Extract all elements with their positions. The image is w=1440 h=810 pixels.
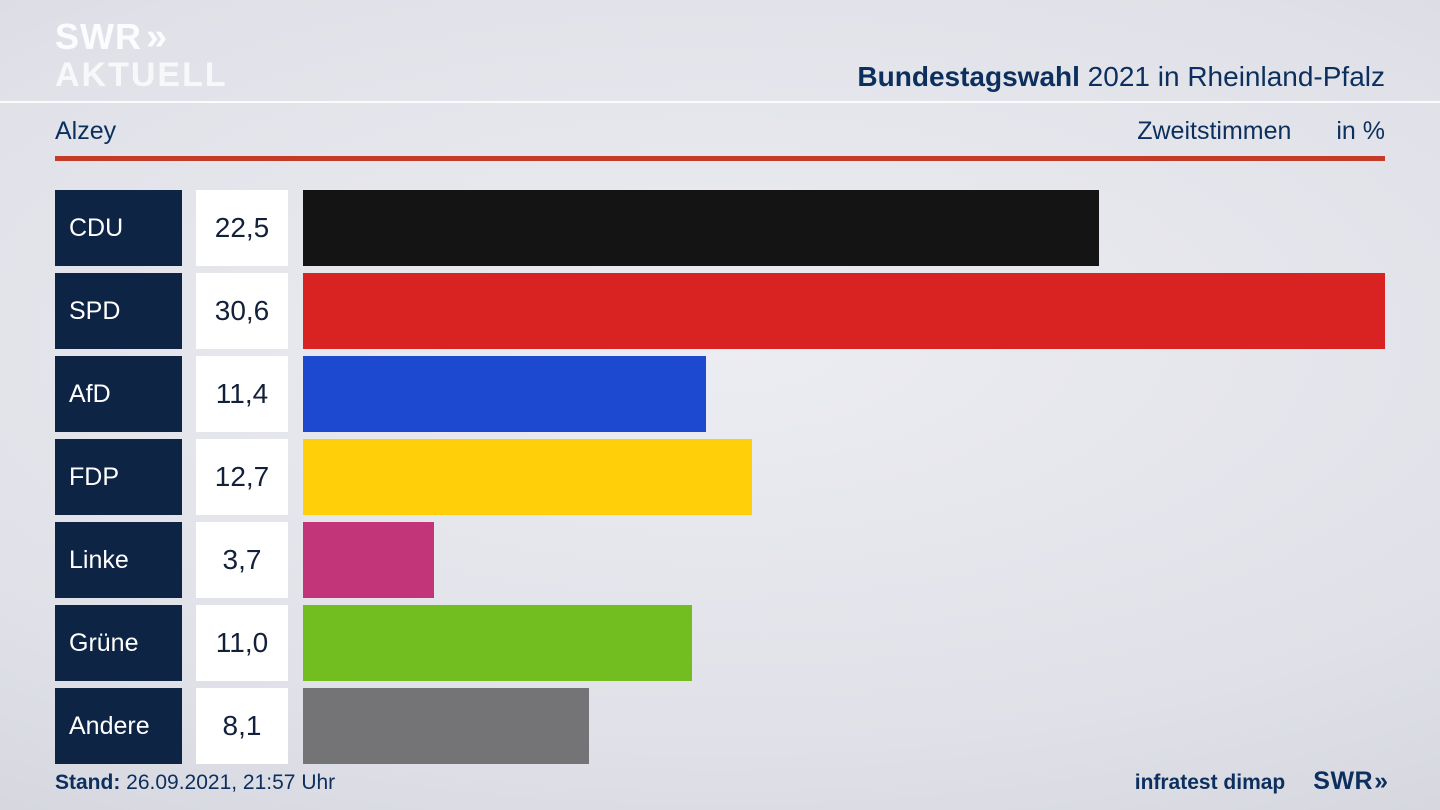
page-title-rest: 2021 in Rheinland-Pfalz [1079, 61, 1385, 92]
party-label-box: Linke [55, 522, 182, 598]
vote-type-label: Zweitstimmen [1137, 117, 1292, 145]
chart-row: Grüne 11,0 [55, 605, 1385, 681]
chart-rows: CDU 22,5 SPD 30,6 AfD 11,4 FDP 12,7 Linke 3,7 Grün… [55, 190, 1385, 764]
party-label: CDU [69, 213, 124, 242]
logo-chevrons-icon: » [146, 16, 167, 58]
party-label: Andere [69, 711, 150, 740]
party-label-box: Grüne [55, 605, 182, 681]
page-title: Bundestagswahl 2021 in Rheinland-Pfalz [857, 61, 1385, 103]
unit-label: in % [1336, 117, 1385, 145]
party-label: Grüne [69, 628, 139, 657]
page-title-bold: Bundestagswahl [857, 61, 1080, 92]
value-label: 30,6 [214, 295, 270, 326]
logo-aktuell-text: AKTUELL [55, 56, 228, 94]
value-label: 12,7 [214, 461, 270, 492]
party-label-box: Andere [55, 688, 182, 764]
value-box: 22,5 [196, 190, 288, 266]
bar [303, 356, 707, 432]
accent-rule [55, 156, 1385, 161]
bar-area [303, 605, 1385, 681]
value-label: 3,7 [222, 544, 262, 575]
chart-row: Linke 3,7 [55, 522, 1385, 598]
party-label: SPD [69, 296, 121, 325]
bar-area [303, 190, 1385, 266]
bar-chart: CDU 22,5 SPD 30,6 AfD 11,4 FDP 12,7 Linke 3,7 Grün… [55, 190, 1385, 764]
footer: Stand: 26.09.2021, 21:57 Uhr infratest d… [55, 767, 1388, 796]
bar-area [303, 356, 1385, 432]
timestamp: Stand: 26.09.2021, 21:57 Uhr [55, 771, 335, 795]
party-label-box: FDP [55, 439, 182, 515]
bar [303, 190, 1099, 266]
bar [303, 273, 1385, 349]
bar-area [303, 522, 1385, 598]
party-label-box: CDU [55, 190, 182, 266]
header-divider [0, 101, 1440, 103]
swr-footer-chevrons-icon: » [1374, 767, 1388, 795]
chart-row: AfD 11,4 [55, 356, 1385, 432]
stand-value: 26.09.2021, 21:57 Uhr [120, 771, 336, 794]
value-box: 11,0 [196, 605, 288, 681]
value-box: 12,7 [196, 439, 288, 515]
subheader: Alzey Zweitstimmen in % [55, 103, 1385, 156]
chart-row: Andere 8,1 [55, 688, 1385, 764]
bar-area [303, 439, 1385, 515]
value-box: 11,4 [196, 356, 288, 432]
stand-label: Stand: [55, 771, 121, 794]
value-box: 3,7 [196, 522, 288, 598]
value-label: 8,1 [222, 710, 262, 741]
logo-swr-line: SWR » [55, 18, 228, 56]
chart-row: CDU 22,5 [55, 190, 1385, 266]
bar [303, 605, 692, 681]
value-box: 30,6 [196, 273, 288, 349]
value-label: 22,5 [214, 212, 270, 243]
bar [303, 439, 753, 515]
bar [303, 688, 590, 764]
bar [303, 522, 434, 598]
header: SWR » AKTUELL Bundestagswahl 2021 in Rhe… [0, 0, 1440, 103]
location-label: Alzey [55, 117, 117, 145]
value-label: 11,4 [215, 378, 269, 409]
chart-row: SPD 30,6 [55, 273, 1385, 349]
swr-aktuell-logo: SWR » AKTUELL [55, 0, 228, 92]
chart-row: FDP 12,7 [55, 439, 1385, 515]
swr-footer-logo: SWR» [1313, 767, 1388, 796]
party-label-box: SPD [55, 273, 182, 349]
source-credit: infratest dimap [1134, 771, 1286, 794]
bar-area [303, 273, 1385, 349]
party-label: Linke [69, 545, 129, 574]
party-label: AfD [69, 379, 111, 408]
party-label-box: AfD [55, 356, 182, 432]
value-box: 8,1 [196, 688, 288, 764]
swr-footer-text: SWR [1313, 767, 1374, 795]
party-label: FDP [69, 462, 119, 491]
logo-swr-text: SWR [55, 16, 142, 57]
bar-area [303, 688, 1385, 764]
footer-right: infratest dimap SWR» [1134, 767, 1388, 796]
value-label: 11,0 [215, 627, 269, 658]
vote-type-labels: Zweitstimmen in % [1137, 117, 1385, 146]
